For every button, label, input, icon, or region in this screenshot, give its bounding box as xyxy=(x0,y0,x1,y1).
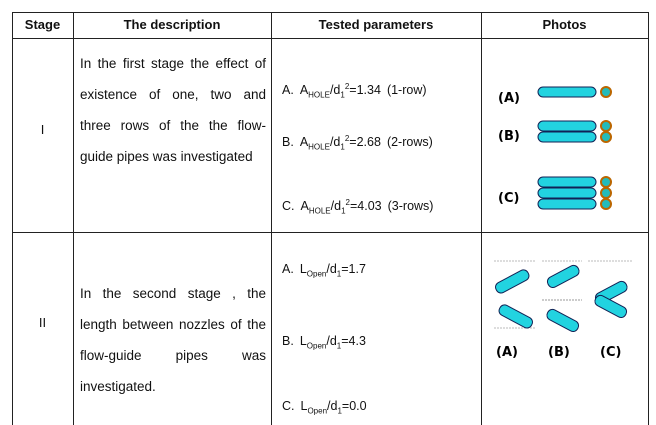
photo-label: (C) xyxy=(600,345,621,360)
parameter-divisor-sub: 1 xyxy=(340,142,345,152)
parameter-symbol: L xyxy=(300,399,308,413)
stage: I xyxy=(40,122,45,137)
border xyxy=(12,38,649,39)
pipe xyxy=(537,198,597,210)
pipe xyxy=(495,269,530,294)
pipe xyxy=(537,187,597,199)
parameter-note: (2-rows) xyxy=(386,135,433,150)
pipe-end xyxy=(600,131,612,143)
parameter-divisor-sub: 1 xyxy=(337,406,342,416)
parameter-label: B. xyxy=(282,334,294,348)
parameter-divisor: /d xyxy=(330,199,342,214)
photo-label: (B) xyxy=(548,345,570,360)
parameter-divisor-sub: 1 xyxy=(340,90,345,100)
parameter-divisor: /d xyxy=(329,135,341,150)
parameter-symbol-sub: HOLE xyxy=(308,90,330,100)
border xyxy=(12,12,13,425)
parameter-symbol: A xyxy=(299,83,309,98)
parameter: C. LOpen/d1=0.0 xyxy=(282,399,367,416)
parameter-symbol-sub: HOLE xyxy=(308,142,330,152)
parameter-value: =4.3 xyxy=(341,334,366,348)
photo-label: (B) xyxy=(498,129,520,144)
parameter-value: =1.34 xyxy=(349,83,381,98)
parameter-label: A. xyxy=(282,262,294,276)
description: In the second stage , the length between… xyxy=(80,286,266,394)
pipe xyxy=(537,131,597,143)
border xyxy=(648,12,649,425)
parameter: C. AHOLE/d12=4.03 (3-rows) xyxy=(282,198,433,216)
parameter: B. LOpen/d1=4.3 xyxy=(282,334,366,351)
parameter-value: =4.03 xyxy=(349,199,382,214)
parameter-divisor-sub: 1 xyxy=(336,341,342,351)
parameter-symbol-sub: Open xyxy=(307,406,328,416)
parameter: A. AHOLE/d12=1.34 (1-row) xyxy=(282,82,427,100)
parameter-note: (1-row) xyxy=(386,83,427,98)
parameter-value: =0.0 xyxy=(341,399,367,413)
parameter-value: =1.7 xyxy=(341,262,366,276)
pipe xyxy=(546,308,580,333)
parameter-symbol: A xyxy=(300,199,309,214)
header-cell: Stage xyxy=(24,17,61,32)
photo-label: (A) xyxy=(496,345,518,360)
pipe xyxy=(546,264,580,289)
parameter-label: C. xyxy=(282,399,295,413)
parameter-symbol-sub: HOLE xyxy=(308,206,331,216)
stage: II xyxy=(38,315,47,330)
border xyxy=(481,12,482,425)
parameter-label: B. xyxy=(282,135,294,150)
pipe-end xyxy=(600,187,612,199)
parameter-divisor-sub: 1 xyxy=(336,269,342,279)
parameter-note: (3-rows) xyxy=(387,199,434,214)
border xyxy=(12,12,649,13)
header-cell: Tested parameters xyxy=(318,17,434,32)
pipe-end xyxy=(600,120,612,132)
pipe-end xyxy=(600,198,612,210)
parameter: A. LOpen/d1=1.7 xyxy=(282,262,366,279)
parameter-symbol-sub: Open xyxy=(306,341,327,351)
parameter-divisor: /d xyxy=(326,334,337,348)
parameter-divisor: /d xyxy=(326,262,337,276)
description: In the first stage the effect of existen… xyxy=(80,56,266,164)
border xyxy=(271,12,272,425)
parameter: B. AHOLE/d12=2.68 (2-rows) xyxy=(282,134,433,152)
photo: (A) (B) (C) xyxy=(498,86,612,210)
parameter-symbol: L xyxy=(299,262,307,276)
pipe-end xyxy=(600,86,612,98)
photo-label: (A) xyxy=(498,91,520,106)
pipe xyxy=(537,120,597,132)
pipe-end xyxy=(600,176,612,188)
parameter-symbol: A xyxy=(299,135,309,150)
parameter-symbol-sub: Open xyxy=(306,269,327,279)
border xyxy=(73,12,74,425)
parameter-value: =2.68 xyxy=(349,135,381,150)
photo-label: (C) xyxy=(498,191,519,206)
border xyxy=(12,232,649,233)
pipe xyxy=(537,86,597,98)
parameter-symbol: L xyxy=(299,334,307,348)
parameter-label: C. xyxy=(282,199,295,214)
parameter-divisor-sup: 2 xyxy=(345,198,350,207)
parameter-divisor-sub: 1 xyxy=(341,206,346,216)
pipe xyxy=(537,176,597,188)
photo: (A) (B) (C) xyxy=(494,260,632,360)
parameter-divisor: /d xyxy=(329,83,341,98)
pipe xyxy=(594,294,628,319)
pipe xyxy=(498,304,533,329)
header-cell: The description xyxy=(123,17,221,32)
parameter-label: A. xyxy=(282,83,294,98)
parameter-divisor-sup: 2 xyxy=(344,82,350,91)
header-cell: Photos xyxy=(542,17,587,32)
parameter-divisor-sup: 2 xyxy=(344,134,350,143)
parameter-divisor: /d xyxy=(327,399,338,413)
